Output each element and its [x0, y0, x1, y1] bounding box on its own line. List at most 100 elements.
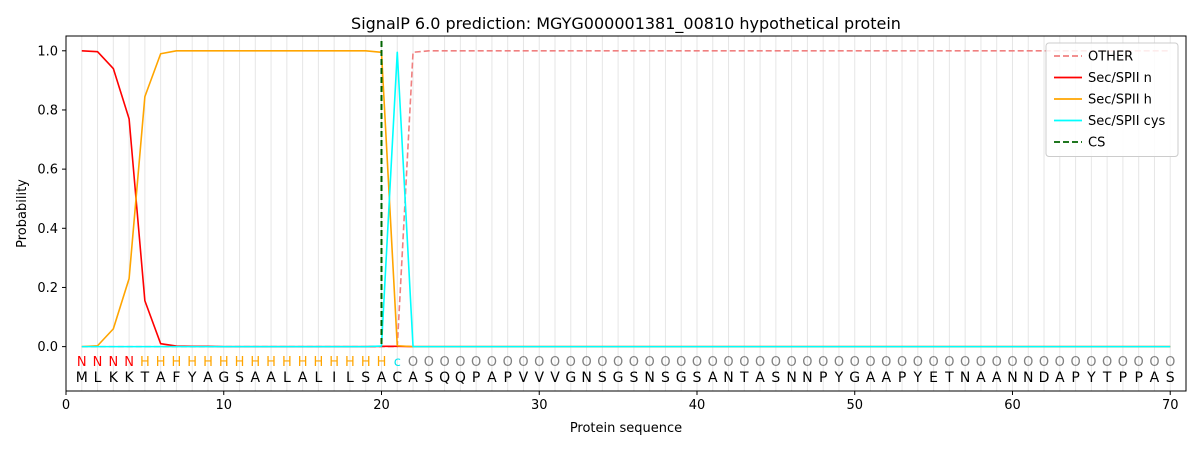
residue-label-39: G — [676, 370, 687, 386]
residue-label-3: K — [109, 370, 119, 386]
residue-label-61: N — [1023, 370, 1033, 386]
x-tick-label-50: 50 — [846, 398, 863, 413]
region-label-26: O — [471, 355, 481, 370]
x-tick-label-60: 60 — [1004, 398, 1021, 413]
region-label-63: O — [1055, 355, 1065, 370]
region-label-29: O — [518, 355, 528, 370]
series-line-sec-spii-cys — [81, 51, 1171, 348]
region-label-31: O — [550, 355, 560, 370]
residue-label-62: D — [1039, 370, 1050, 386]
residue-label-46: N — [786, 370, 796, 386]
region-label-70: O — [1165, 355, 1175, 370]
grid-lines — [81, 36, 1171, 391]
chart-title: SignalP 6.0 prediction: MGYG000001381_00… — [351, 14, 901, 34]
residue-label-19: S — [361, 370, 370, 386]
residue-label-59: A — [992, 370, 1002, 386]
residue-label-31: V — [550, 370, 560, 386]
residue-label-6: A — [156, 370, 166, 386]
series-lines — [81, 41, 1171, 348]
residue-label-60: N — [1007, 370, 1017, 386]
region-label-38: O — [660, 355, 670, 370]
legend-entry-other: OTHER — [1088, 50, 1133, 65]
region-label-58: O — [976, 355, 986, 370]
region-label-66: O — [1102, 355, 1112, 370]
region-label-21: c — [394, 355, 401, 370]
region-label-56: O — [944, 355, 954, 370]
region-label-65: O — [1086, 355, 1096, 370]
region-label-62: O — [1039, 355, 1049, 370]
region-label-4: N — [124, 355, 134, 370]
y-tick-label-1: 0.2 — [37, 281, 58, 296]
region-label-59: O — [992, 355, 1002, 370]
residue-label-21: C — [392, 370, 402, 386]
region-label-19: H — [361, 355, 371, 370]
region-label-57: O — [960, 355, 970, 370]
region-label-55: O — [928, 355, 938, 370]
residue-label-70: S — [1166, 370, 1175, 386]
region-label-47: O — [802, 355, 812, 370]
residue-label-41: A — [708, 370, 718, 386]
region-label-1: N — [77, 355, 87, 370]
residue-label-26: P — [472, 370, 480, 386]
residue-label-40: S — [693, 370, 702, 386]
residue-label-8: Y — [187, 370, 197, 386]
region-label-34: O — [597, 355, 607, 370]
residue-label-11: S — [235, 370, 244, 386]
residue-label-16: L — [314, 370, 322, 386]
residue-label-43: T — [739, 370, 749, 386]
residue-label-50: G — [849, 370, 860, 386]
legend-entry-sec-spii-cys: Sec/SPII cys — [1088, 114, 1166, 129]
legend-box — [1045, 42, 1179, 157]
region-label-14: H — [282, 355, 292, 370]
residue-label-64: P — [1071, 370, 1079, 386]
region-label-54: O — [913, 355, 923, 370]
residue-label-18: L — [346, 370, 354, 386]
residue-label-2: L — [94, 370, 102, 386]
residue-label-68: P — [1134, 370, 1142, 386]
sequence-labels: NMNLNKNKHTHAHFHYHAHGHSHAHAHLHAHLHIHLHSHA… — [76, 355, 1176, 386]
region-label-7: H — [172, 355, 182, 370]
region-label-46: O — [787, 355, 797, 370]
residue-label-33: N — [581, 370, 591, 386]
residue-label-45: S — [771, 370, 780, 386]
region-label-48: O — [818, 355, 828, 370]
y-tick-label-3: 0.6 — [37, 163, 58, 178]
x-tick-label-40: 40 — [689, 398, 706, 413]
region-label-52: O — [881, 355, 891, 370]
region-label-45: O — [771, 355, 781, 370]
region-label-27: O — [487, 355, 497, 370]
region-label-30: O — [534, 355, 544, 370]
residue-label-32: G — [565, 370, 576, 386]
series-line-sec-spii-n — [81, 49, 1171, 348]
residue-label-4: K — [125, 370, 135, 386]
residue-label-35: G — [613, 370, 624, 386]
region-label-18: H — [345, 355, 355, 370]
residue-label-12: A — [251, 370, 261, 386]
series-line-sec-spii-h — [81, 49, 1171, 348]
residue-label-27: A — [487, 370, 497, 386]
residue-label-52: A — [881, 370, 891, 386]
region-label-49: O — [834, 355, 844, 370]
region-label-22: O — [408, 355, 418, 370]
residue-label-63: A — [1055, 370, 1065, 386]
region-label-42: O — [723, 355, 733, 370]
residue-label-1: M — [76, 370, 88, 386]
residue-label-28: P — [503, 370, 511, 386]
residue-label-38: S — [661, 370, 670, 386]
y-tick-label-4: 0.8 — [37, 103, 58, 118]
region-label-60: O — [1007, 355, 1017, 370]
residue-label-5: T — [140, 370, 150, 386]
residue-label-36: S — [629, 370, 638, 386]
region-label-25: O — [455, 355, 465, 370]
region-label-10: H — [219, 355, 229, 370]
legend: OTHER Sec/SPII n Sec/SPII h Sec/SPII cys CS — [1045, 42, 1179, 157]
residue-label-69: A — [1150, 370, 1160, 386]
region-label-69: O — [1149, 355, 1159, 370]
residue-label-49: Y — [834, 370, 844, 386]
region-label-33: O — [581, 355, 591, 370]
residue-label-10: G — [218, 370, 229, 386]
axes: 0 10 20 30 40 50 60 70 0.0 0.2 0.4 0.6 0.8 1.0 — [37, 44, 1178, 413]
series-line-other — [81, 49, 1171, 348]
y-tick-label-0: 0.0 — [37, 340, 58, 355]
